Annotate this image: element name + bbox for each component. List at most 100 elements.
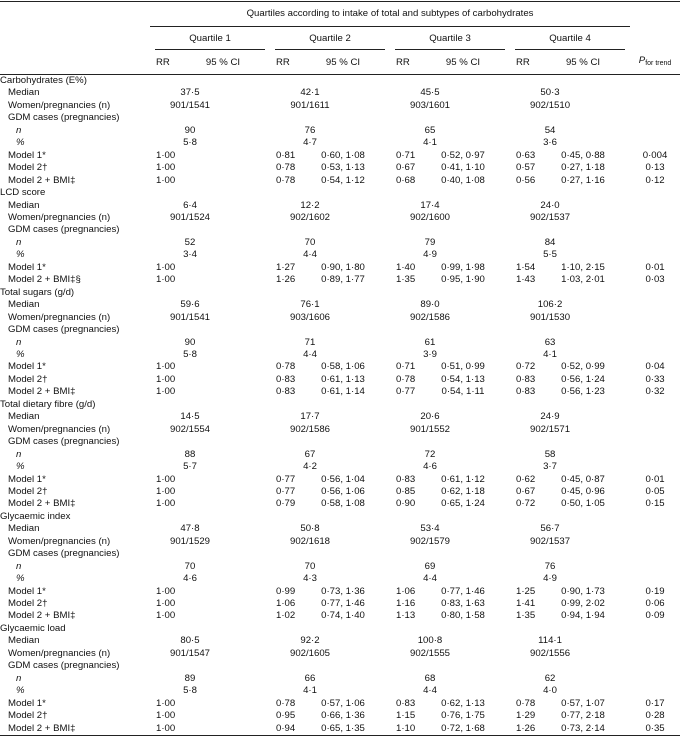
rr-value: 0·68: [396, 174, 416, 186]
rr-value: 0·78: [276, 162, 296, 174]
quartile-value: 63: [544, 336, 556, 348]
quartile-value: 901/1541: [169, 311, 210, 323]
quartile-value: 68: [424, 672, 436, 684]
p-value: 0·01: [645, 473, 665, 485]
empty-cell: [630, 100, 680, 112]
row-label: Median: [8, 411, 40, 423]
ci-value: 0·56, 1·24: [561, 373, 605, 385]
rr-value: 1·10: [396, 722, 416, 734]
rr-value: 1·06: [396, 585, 416, 597]
quartile-value: 5·5: [543, 249, 557, 261]
row-label: Model 2†: [8, 710, 48, 722]
data-row: Women/pregnancies (n) 902/1554 902/1586 901…: [0, 424, 680, 436]
rr-value: 1·15: [396, 710, 416, 722]
row-label: GDM cases (pregnancies): [8, 436, 120, 448]
empty-cell: [190, 175, 270, 187]
ci-value: 0·54, 1·12: [321, 174, 365, 186]
empty-cell: [190, 150, 270, 162]
ci-value: 0·90, 1·80: [321, 261, 365, 273]
quartile-heading: Quartile 4: [510, 27, 630, 52]
row-label: Model 1*: [8, 149, 46, 161]
header-row: RR 95 % CI RR 95 % CI RR 95 % CI RR 95 % CI Pfor…: [0, 51, 680, 75]
rr-value: 0·63: [516, 149, 536, 161]
row-label: n: [16, 448, 22, 460]
row-label: %: [16, 573, 25, 585]
ci-value: 0·61, 1·12: [441, 473, 485, 485]
empty-cell: [190, 586, 270, 598]
quartile-value: 3·6: [543, 137, 557, 149]
ci-value: 0·58, 1·08: [321, 498, 365, 510]
rr-value: 0·77: [276, 473, 296, 485]
quartile-value: 901/1530: [530, 311, 571, 323]
quartile-value: 4·1: [543, 348, 557, 360]
ci-value: 1·03, 2·01: [561, 274, 605, 286]
rr-value: 1·02: [276, 610, 296, 622]
rr-value: 1·00: [156, 274, 176, 286]
row-label: %: [16, 249, 25, 261]
ci-value: 0·61, 1·14: [321, 386, 365, 398]
data-row: Median 6·4 12·2 17·4 24·0: [0, 200, 680, 212]
ci-value: 0·95, 1·90: [441, 274, 485, 286]
quartile-value: 42·1: [300, 87, 320, 99]
section-title: Total sugars (g/d): [0, 286, 75, 298]
data-row: n 90 76 65 54: [0, 125, 680, 137]
rr-value: 0·81: [276, 149, 296, 161]
empty-cell: [630, 212, 680, 224]
empty-cell: [190, 598, 270, 610]
rr-value: 1·27: [276, 261, 296, 273]
data-row: n 70 70 69 76: [0, 561, 680, 573]
rr-value: 0·72: [516, 498, 536, 510]
data-row: n 88 67 72 58: [0, 449, 680, 461]
quartile-value: 902/1586: [289, 423, 330, 435]
rr-value: 0·90: [396, 498, 416, 510]
quartile-value: 4·2: [303, 461, 317, 473]
ci-value: 0·52, 0·97: [441, 149, 485, 161]
header-row: Quartile 1 Quartile 2 Quartile 3 Quartile 4: [0, 27, 680, 52]
empty-cell: [630, 237, 680, 249]
ci-value: 0·73, 2·14: [561, 722, 605, 734]
data-row: Model 2 + BMI‡ 1·00 0·94 0·65, 1·35 1·10 0·72…: [0, 723, 680, 736]
ci-value: 0·99, 2·02: [561, 598, 605, 610]
quartile-value: 50·3: [540, 87, 560, 99]
empty-cell: [150, 324, 680, 336]
rr-value: 0·78: [276, 697, 296, 709]
p-trend-heading: Pfor trend: [630, 51, 680, 75]
data-row: Model 1* 1·00 0·78 0·58, 1·06 0·71 0·51, 0·99…: [0, 361, 680, 373]
quartile-value: 92·2: [300, 635, 320, 647]
row-label: Median: [8, 199, 40, 211]
ci-value: 0·80, 1·58: [441, 610, 485, 622]
quartile-value: 50·8: [300, 523, 320, 535]
row-label: Model 2 + BMI‡: [8, 498, 76, 510]
ci-value: 0·45, 0·87: [561, 473, 605, 485]
data-row: Model 1* 1·00 0·78 0·57, 1·06 0·83 0·62, 1·13…: [0, 698, 680, 710]
row-label: Median: [8, 635, 40, 647]
quartile-value: 12·2: [300, 199, 320, 211]
ci-value: 0·58, 1·06: [321, 361, 365, 373]
section-row: Total sugars (g/d): [0, 287, 680, 299]
rr-value: 0·77: [276, 485, 296, 497]
data-row: Model 2† 1·00 0·83 0·61, 1·13 0·78 0·54, 1·13…: [0, 374, 680, 386]
empty-cell: [630, 312, 680, 324]
data-row: % 3·4 4·4 4·9 5·5: [0, 249, 680, 261]
empty-cell: [150, 436, 680, 448]
quartile-value: 902/1554: [169, 423, 210, 435]
row-label: Median: [8, 299, 40, 311]
quartile-value: 902/1618: [289, 535, 330, 547]
quartile-value: 5·8: [183, 348, 197, 360]
quartile-value: 3·7: [543, 461, 557, 473]
row-label: Model 2†: [8, 162, 48, 174]
quartile-value: 902/1586: [409, 311, 450, 323]
data-row: Median 80·5 92·2 100·8 114·1: [0, 635, 680, 647]
quartile-value: 47·8: [180, 523, 200, 535]
p-value: 0·35: [645, 722, 665, 734]
empty-cell: [190, 374, 270, 386]
quartile-value: 4·0: [543, 685, 557, 697]
quartile-heading: Quartile 2: [270, 27, 390, 52]
quartile-value: 70: [304, 236, 316, 248]
data-row: Model 2† 1·00 0·77 0·56, 1·06 0·85 0·62, 1·18…: [0, 486, 680, 498]
row-label: Women/pregnancies (n): [8, 647, 111, 659]
quartile-value: 901/1541: [169, 99, 210, 111]
empty-cell: [190, 610, 270, 622]
quartile-label: Quartile 4: [514, 29, 626, 50]
rr-value: 1·26: [516, 722, 536, 734]
